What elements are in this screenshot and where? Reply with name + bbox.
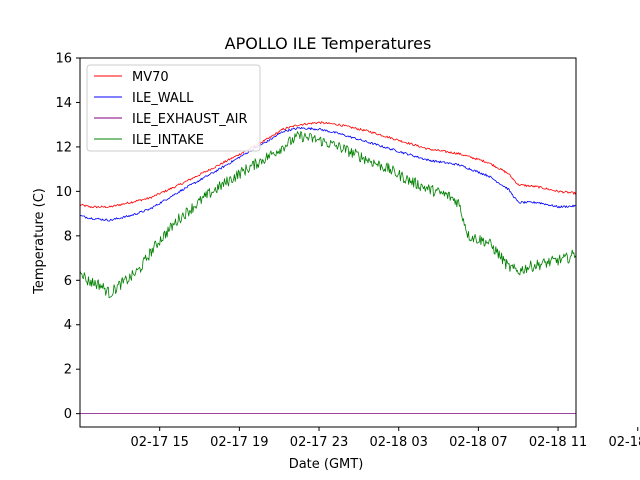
y-tick-label: 4 [64, 318, 72, 333]
y-tick-label: 10 [55, 185, 72, 200]
chart-title: APOLLO ILE Temperatures [225, 34, 432, 53]
y-tick-label: 8 [64, 229, 72, 244]
legend: MV70 ILE_WALL ILE_EXHAUST_AIR ILE_INTAKE [86, 64, 261, 152]
x-tick-label: 02-18 07 [449, 435, 507, 450]
x-ticks: 02-17 15 02-17 19 02-17 23 02-18 03 02-18 07… [130, 427, 640, 450]
x-tick-label: 02-18 03 [369, 435, 427, 450]
y-tick-label: 14 [55, 96, 72, 111]
series-line-ile-intake [80, 131, 576, 299]
legend-box [86, 64, 261, 152]
series-line-ile-wall [80, 126, 576, 222]
legend-label: ILE_EXHAUST_AIR [132, 112, 248, 127]
axes: 02-17 15 02-17 19 02-17 23 02-18 03 02-18 07… [55, 52, 640, 451]
y-tick-label: 12 [55, 140, 72, 155]
series-line-mv70 [80, 121, 576, 209]
x-tick-label: 02-17 23 [290, 435, 348, 450]
y-tick-label: 2 [64, 363, 72, 378]
legend-label: MV70 [132, 70, 169, 85]
x-tick-label: 02-17 19 [210, 435, 268, 450]
y-tick-label: 16 [55, 52, 72, 67]
legend-label: ILE_INTAKE [132, 133, 204, 148]
y-axis-label: Temperature (C) [32, 188, 47, 295]
x-tick-label: 02-18 11 [529, 435, 587, 450]
series-layer [80, 121, 576, 415]
plot-frame [79, 57, 577, 428]
x-tick-label: 02-18 15 [609, 435, 640, 450]
legend-label: ILE_WALL [132, 91, 194, 106]
y-tick-label: 0 [64, 407, 72, 422]
y-ticks: 0 2 4 6 8 10 12 14 16 [55, 52, 80, 422]
x-axis-label: Date (GMT) [289, 457, 364, 472]
x-tick-label: 02-17 15 [130, 435, 188, 450]
y-tick-label: 6 [64, 274, 72, 289]
